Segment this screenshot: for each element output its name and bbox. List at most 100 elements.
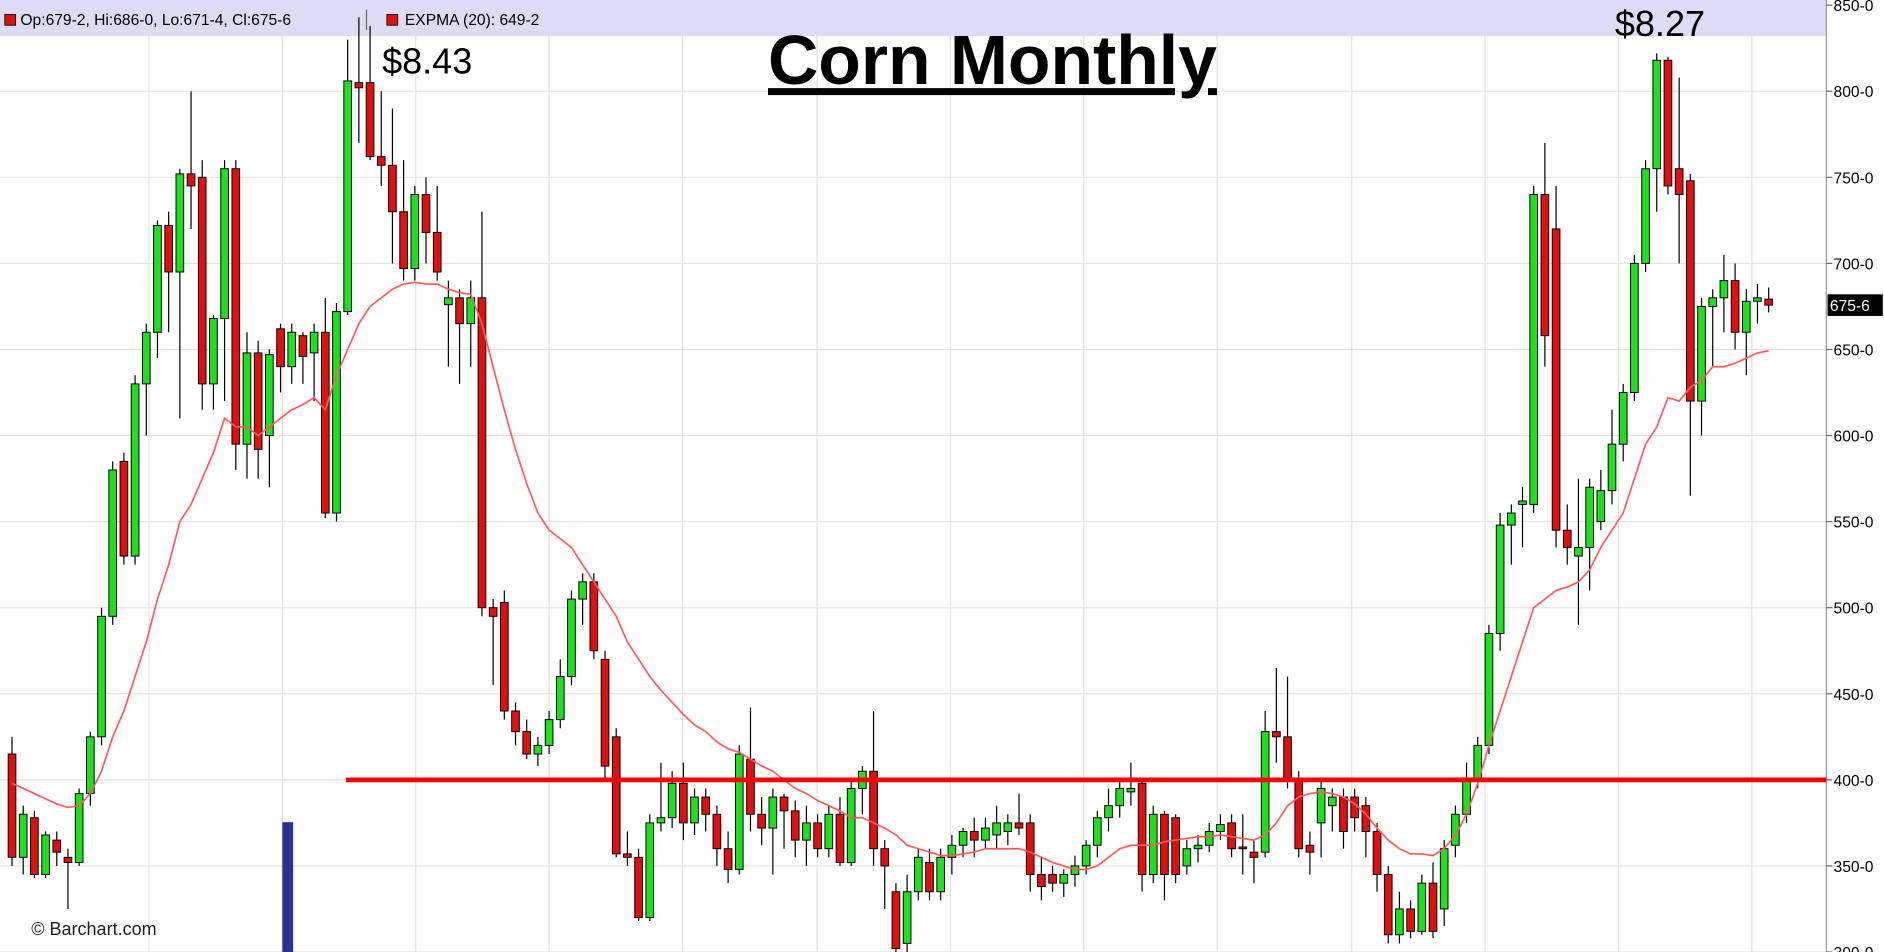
candle-body xyxy=(1025,822,1035,876)
candle-body xyxy=(1037,874,1046,888)
candle-body xyxy=(1283,736,1292,781)
candle-body xyxy=(824,813,834,850)
candle-body xyxy=(1048,874,1057,884)
candle-body xyxy=(1506,512,1516,526)
candle-body xyxy=(1652,59,1662,170)
candle-body xyxy=(153,225,162,333)
candle-body xyxy=(432,231,442,273)
candle-body xyxy=(74,793,84,863)
candle-body xyxy=(1574,546,1583,557)
candle-body xyxy=(186,173,196,187)
ema-line xyxy=(11,281,1769,871)
candle-body xyxy=(567,598,576,678)
candle-body xyxy=(209,318,218,385)
candle-body xyxy=(1249,851,1259,858)
candle-body xyxy=(1484,633,1494,746)
candle-body xyxy=(835,813,845,863)
candle-body xyxy=(1395,908,1404,936)
candle-body xyxy=(768,796,778,829)
credit: © Barchart.com xyxy=(31,919,156,939)
candle-body xyxy=(544,719,554,746)
candle-body xyxy=(1260,731,1270,853)
candle-body xyxy=(902,891,912,944)
candle-body xyxy=(1316,787,1326,824)
y-tick-label: 350-0 xyxy=(1834,859,1874,876)
candle-body xyxy=(1753,297,1762,302)
candle-body xyxy=(421,194,431,233)
y-tick-label: 850-0 xyxy=(1834,0,1874,15)
candle-body xyxy=(1630,262,1639,393)
candle-body xyxy=(30,817,39,876)
candle-body xyxy=(802,822,811,841)
candle-body xyxy=(1741,300,1751,333)
candle-body xyxy=(790,810,800,841)
candle-body xyxy=(164,225,173,273)
candle-body xyxy=(1216,824,1225,832)
candle-body xyxy=(533,744,543,755)
candle-body xyxy=(97,615,106,738)
candle-body xyxy=(667,782,677,819)
y-tick-label: 450-0 xyxy=(1834,687,1874,704)
candle-body xyxy=(265,354,274,437)
candle-body xyxy=(287,331,297,368)
candle-body xyxy=(276,328,285,368)
candle-body xyxy=(1115,787,1125,807)
chart-title: Corn Monthly xyxy=(768,21,1217,99)
y-tick-label: 650-0 xyxy=(1834,342,1874,359)
candle-body xyxy=(992,822,1001,836)
ohlc-info: Op:679-2, Hi:686-0, Lo:671-4, Cl:675-6 xyxy=(20,12,291,29)
y-tick-label: 550-0 xyxy=(1834,515,1874,532)
info-band xyxy=(0,0,1827,37)
candle-body xyxy=(1551,228,1561,531)
candle-body xyxy=(197,176,207,385)
volume-bar xyxy=(282,822,294,952)
candle-body xyxy=(18,813,28,858)
candle-body xyxy=(1428,882,1438,932)
candle-body xyxy=(63,856,73,863)
candle-body xyxy=(611,736,621,855)
candle-body xyxy=(376,156,386,166)
candle-body xyxy=(231,168,241,445)
candle-body xyxy=(746,758,755,815)
candle-body xyxy=(1372,831,1382,876)
candle-body xyxy=(499,602,509,712)
candle-body xyxy=(175,173,185,273)
candle-body xyxy=(1674,168,1684,196)
candle-body xyxy=(880,848,890,867)
candle-body xyxy=(399,211,408,270)
candle-body xyxy=(891,891,901,950)
candle-body xyxy=(1137,782,1147,876)
candle-body xyxy=(309,331,319,354)
last-price-tag xyxy=(1827,294,1883,316)
candle-body xyxy=(1562,529,1572,548)
candle-body xyxy=(444,297,453,306)
candle-body xyxy=(1171,817,1180,876)
candle-body xyxy=(1327,796,1337,807)
y-tick-label: 600-0 xyxy=(1834,429,1874,446)
candle-body xyxy=(455,297,464,325)
candle-body xyxy=(466,297,476,325)
y-tick-label: 300-0 xyxy=(1834,945,1874,952)
candle-body xyxy=(1182,848,1192,867)
candle-body xyxy=(1093,817,1102,846)
candle-body xyxy=(723,848,733,870)
candle-body xyxy=(701,796,711,815)
candle-body xyxy=(242,352,252,445)
candle-body xyxy=(141,331,151,385)
y-tick-label: 400-0 xyxy=(1834,773,1874,790)
candle-body xyxy=(1719,280,1729,299)
candle-body xyxy=(555,676,565,721)
candle-body xyxy=(1585,486,1594,548)
candle-body xyxy=(1238,846,1248,850)
candle-body xyxy=(343,80,353,313)
candle-body xyxy=(119,460,129,557)
candle-body xyxy=(1339,796,1348,832)
candle-body xyxy=(1417,882,1427,932)
candle-body xyxy=(522,731,532,755)
candle-body xyxy=(869,770,878,850)
candle-body xyxy=(1003,822,1013,832)
candle-body xyxy=(7,753,17,858)
candle-body xyxy=(712,813,722,850)
candle-body xyxy=(846,787,856,863)
